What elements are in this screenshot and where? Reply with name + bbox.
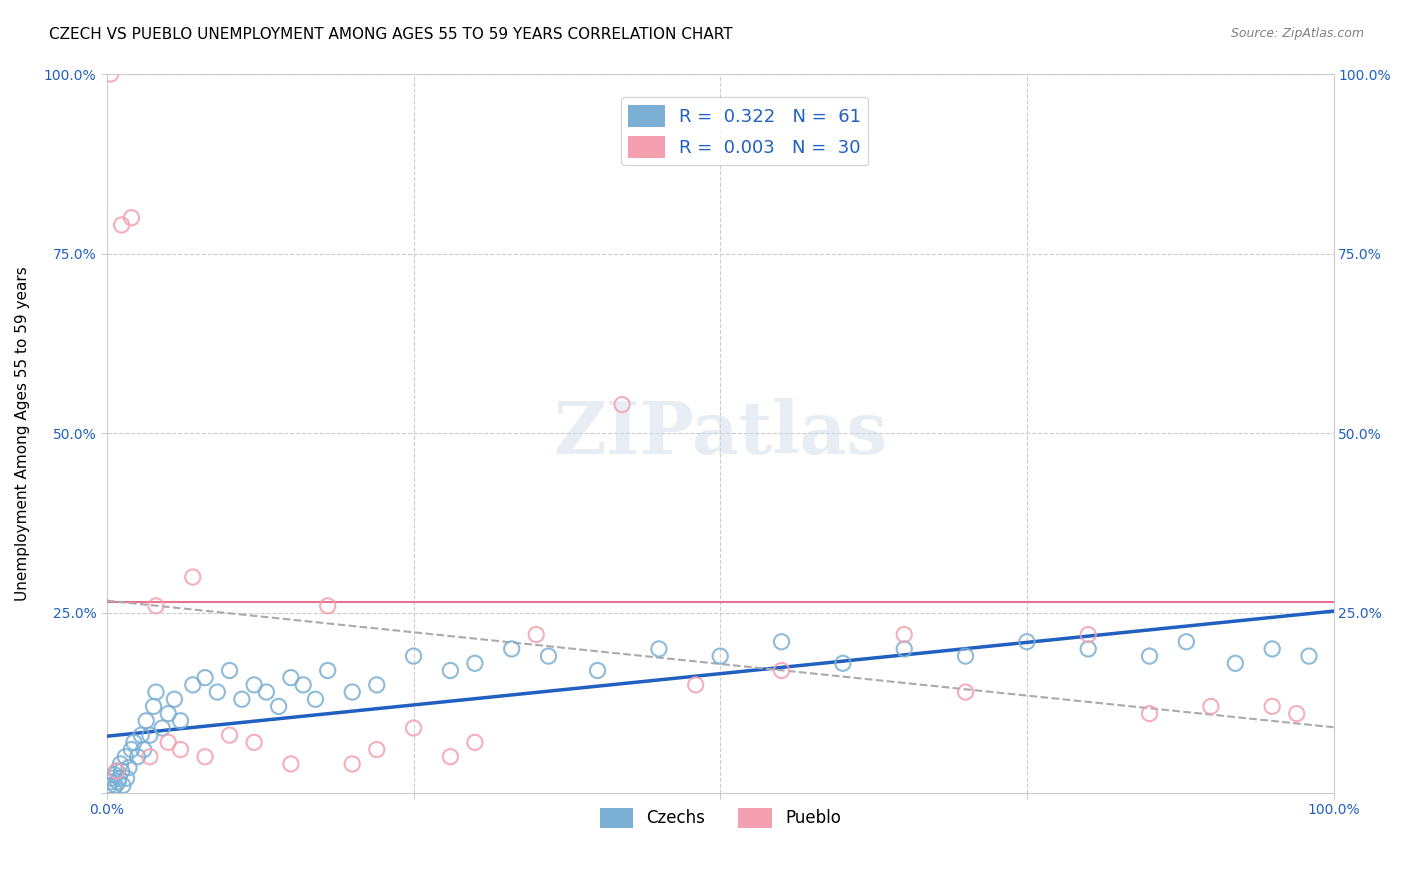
Point [955, 685, 977, 699]
Point [292, 678, 315, 692]
Point [254, 685, 277, 699]
Point [100, 67, 122, 81]
Point [121, 211, 143, 225]
Point [586, 664, 609, 678]
Point [770, 634, 793, 648]
Point [304, 692, 326, 706]
Point [402, 721, 425, 735]
Point [103, 767, 125, 781]
Point [685, 678, 707, 692]
Point [111, 218, 134, 232]
Point [366, 678, 388, 692]
Text: Source: ZipAtlas.com: Source: ZipAtlas.com [1230, 27, 1364, 40]
Point [157, 706, 180, 721]
Point [1199, 699, 1222, 714]
Point [316, 664, 339, 678]
Point [163, 692, 186, 706]
Point [231, 692, 253, 706]
Point [464, 735, 486, 749]
Point [280, 671, 302, 685]
Point [181, 678, 204, 692]
Point [150, 721, 173, 735]
Point [115, 772, 138, 786]
Point [218, 664, 240, 678]
Point [439, 749, 461, 764]
Point [243, 735, 266, 749]
Point [129, 728, 152, 742]
Point [114, 749, 136, 764]
Point [464, 657, 486, 671]
Point [709, 649, 731, 664]
Point [893, 641, 915, 656]
Point [648, 641, 671, 656]
Y-axis label: Unemployment Among Ages 55 to 59 years: Unemployment Among Ages 55 to 59 years [15, 266, 30, 600]
Point [145, 599, 167, 613]
Point [107, 775, 129, 789]
Point [243, 678, 266, 692]
Point [1261, 699, 1284, 714]
Point [1225, 657, 1247, 671]
Point [100, 775, 122, 789]
Point [111, 779, 134, 793]
Point [101, 772, 124, 786]
Point [111, 764, 134, 778]
Point [402, 649, 425, 664]
Point [127, 749, 149, 764]
Point [104, 779, 127, 793]
Point [157, 735, 180, 749]
Point [135, 714, 157, 728]
Point [366, 742, 388, 756]
Point [118, 760, 141, 774]
Point [1139, 706, 1161, 721]
Point [524, 627, 547, 641]
Point [610, 398, 633, 412]
Point [139, 728, 162, 742]
Point [267, 699, 290, 714]
Point [169, 714, 191, 728]
Text: CZECH VS PUEBLO UNEMPLOYMENT AMONG AGES 55 TO 59 YEARS CORRELATION CHART: CZECH VS PUEBLO UNEMPLOYMENT AMONG AGES … [49, 27, 733, 42]
Point [1015, 634, 1038, 648]
Point [207, 685, 229, 699]
Point [1298, 649, 1320, 664]
Point [316, 599, 339, 613]
Point [121, 742, 143, 756]
Point [122, 735, 145, 749]
Point [194, 749, 217, 764]
Point [101, 782, 124, 797]
Point [893, 627, 915, 641]
Point [1139, 649, 1161, 664]
Point [501, 641, 523, 656]
Point [142, 699, 165, 714]
Point [181, 570, 204, 584]
Legend: Czechs, Pueblo: Czechs, Pueblo [593, 801, 848, 835]
Point [105, 764, 128, 778]
Point [218, 728, 240, 742]
Point [1285, 706, 1308, 721]
Point [1175, 634, 1198, 648]
Point [342, 756, 364, 771]
Point [132, 742, 155, 756]
Point [1077, 627, 1099, 641]
Point [537, 649, 560, 664]
Point [145, 685, 167, 699]
Point [139, 749, 162, 764]
Point [1261, 641, 1284, 656]
Text: ZIPatlas: ZIPatlas [553, 398, 887, 469]
Point [439, 664, 461, 678]
Point [169, 742, 191, 756]
Point [1077, 641, 1099, 656]
Point [955, 649, 977, 664]
Point [108, 772, 131, 786]
Point [105, 764, 128, 778]
Point [280, 756, 302, 771]
Point [194, 671, 217, 685]
Point [342, 685, 364, 699]
Point [98, 779, 121, 793]
Point [770, 664, 793, 678]
Point [831, 657, 853, 671]
Point [110, 756, 132, 771]
